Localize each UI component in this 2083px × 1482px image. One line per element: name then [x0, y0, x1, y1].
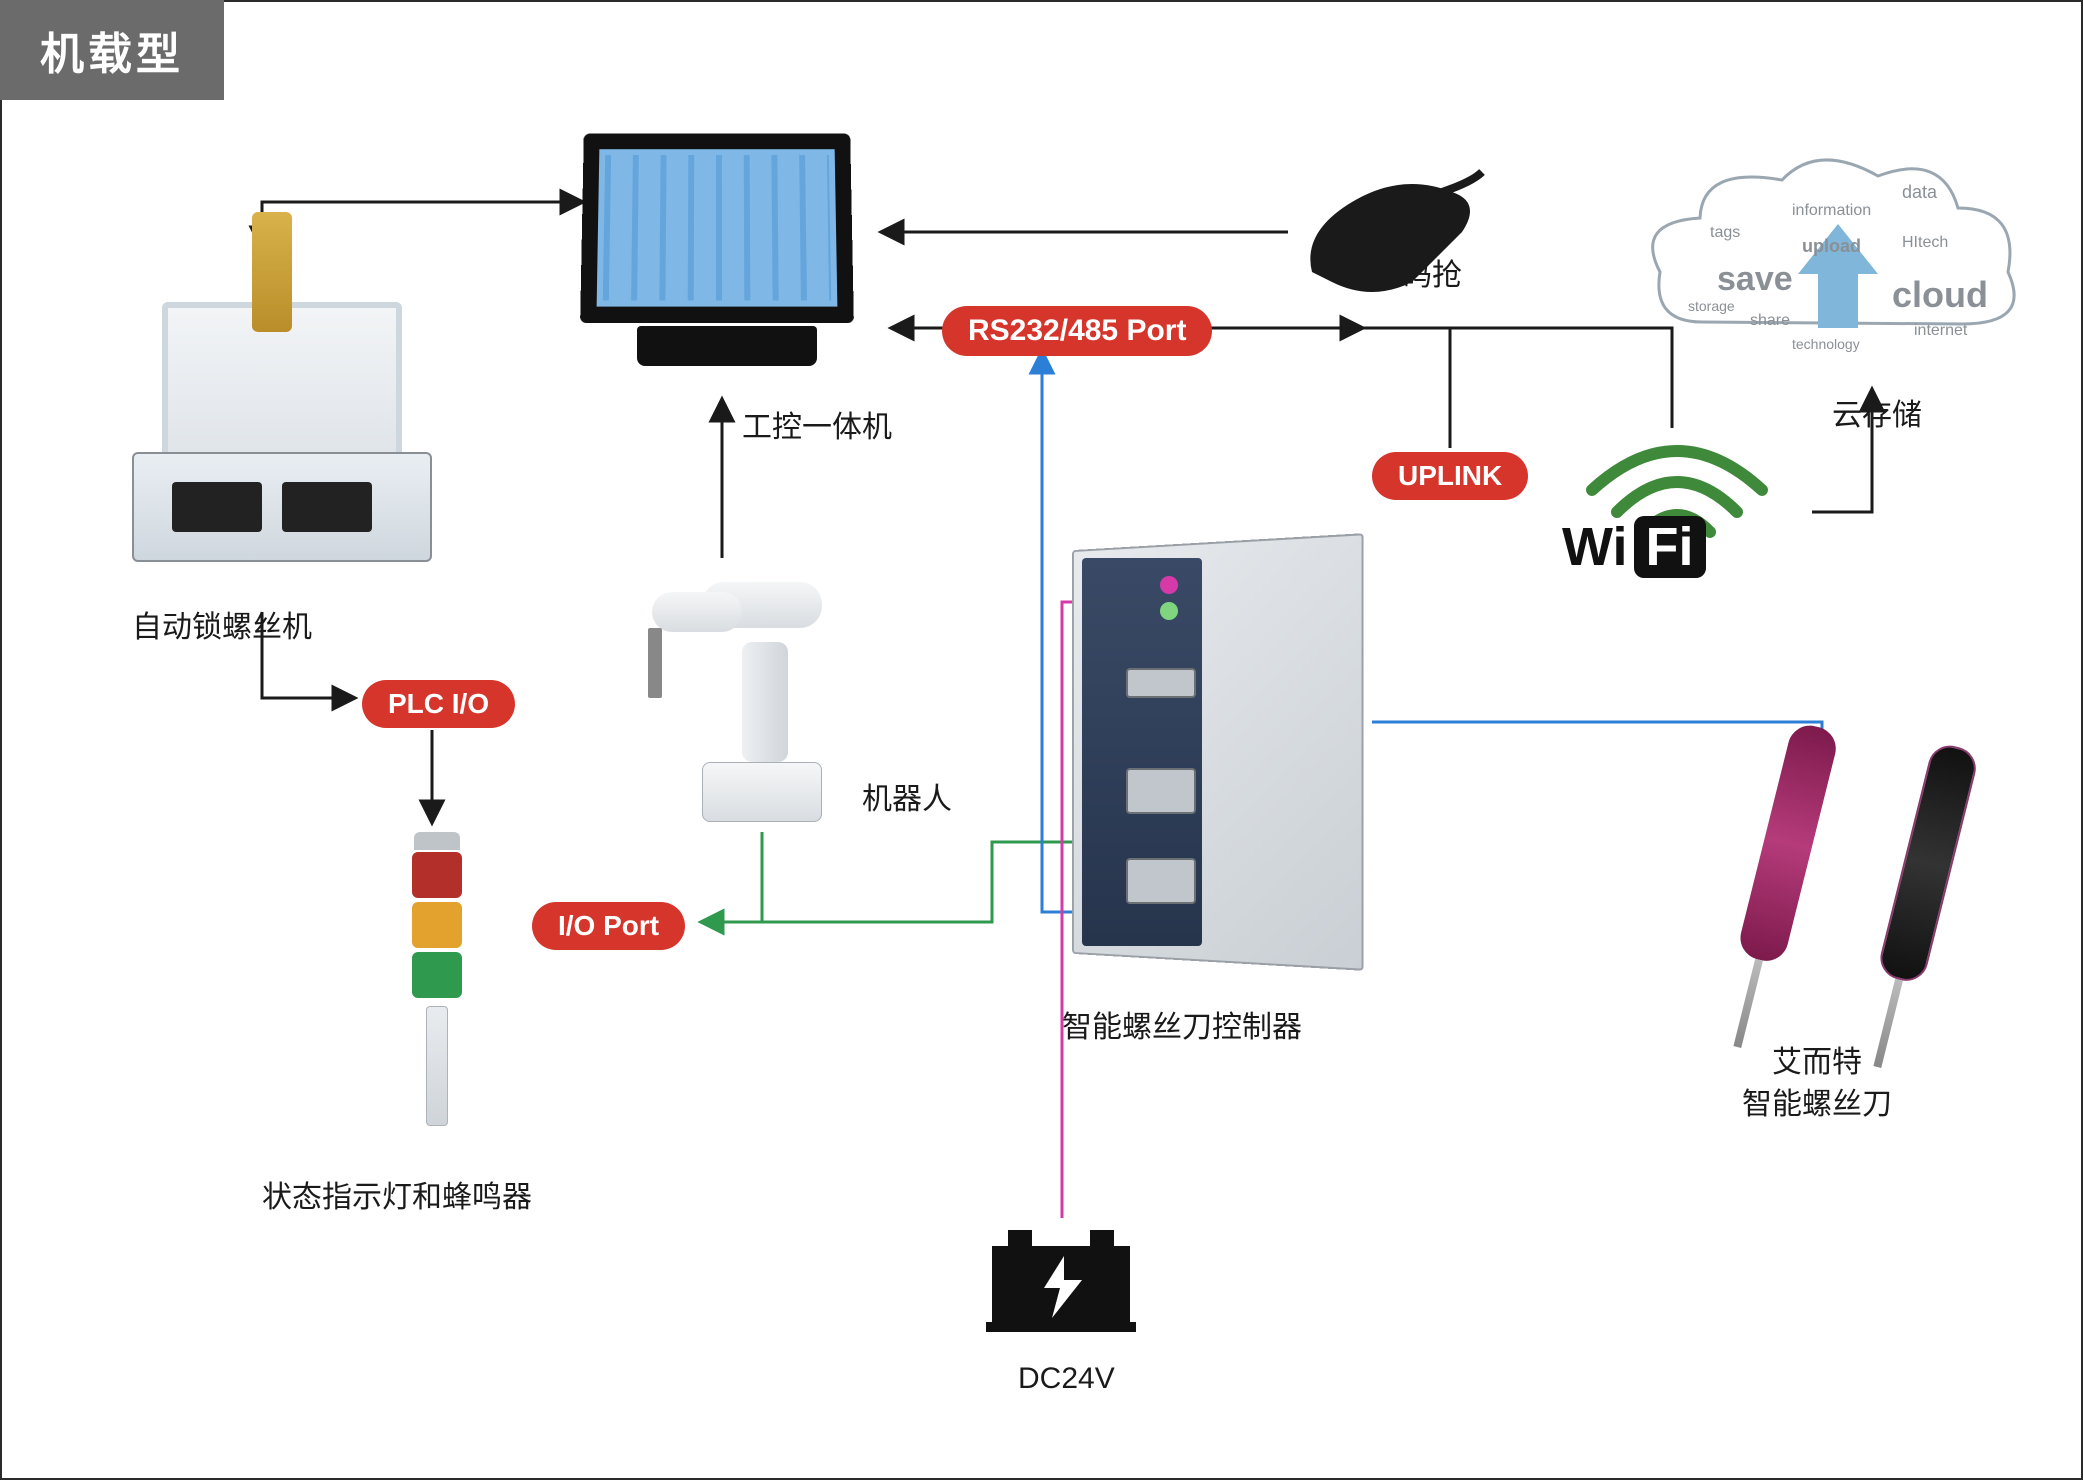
plc-io-badge: PLC I/O [362, 680, 515, 728]
cloud-word: information [1792, 202, 1871, 220]
edge-uplink-to-wifi [1232, 328, 1672, 428]
controller-label: 智能螺丝刀控制器 [1062, 1002, 1302, 1046]
robot-label: 机器人 [862, 774, 952, 818]
cloud-word: tags [1710, 224, 1740, 242]
cloud-word: internet [1914, 322, 1967, 340]
cloud-word: share [1750, 312, 1790, 330]
diagram-canvas: 机载型 工控一体机 自动锁螺丝机 机器人 [0, 0, 2083, 1480]
io-port-badge: I/O Port [532, 902, 685, 950]
cloud-word: HItech [1902, 234, 1948, 252]
screw-machine-icon [132, 242, 432, 562]
cloud-word: data [1902, 182, 1937, 203]
header-badge: 机载型 [0, 0, 224, 100]
uplink-badge: UPLINK [1372, 452, 1528, 500]
signal-tower-icon [382, 832, 502, 1152]
robot-arm-icon [642, 562, 862, 822]
controller-icon [1062, 542, 1362, 962]
cloud-word: save [1717, 260, 1793, 299]
screwdrivers-label-line1: 艾而特 [1772, 1046, 1862, 1079]
battery-label: DC24V [1018, 1362, 1115, 1396]
rs-port-badge: RS232/485 Port [942, 306, 1212, 356]
cloud-word: cloud [1892, 274, 1988, 316]
industrial-pc-icon [582, 132, 872, 392]
industrial-pc-label: 工控一体机 [742, 402, 892, 446]
cloud-label: 云存储 [1832, 390, 1922, 434]
screw-machine-label: 自动锁螺丝机 [132, 602, 312, 646]
tower-label: 状态指示灯和蜂鸣器 [262, 1172, 532, 1216]
edge-ioport-to-ctrl [702, 842, 1108, 922]
wifi-text-wi: Wi [1562, 516, 1628, 578]
cloud-word: technology [1792, 336, 1860, 352]
wifi-text-fi: Fi [1634, 516, 1706, 578]
wifi-icon: Wi Fi [1562, 432, 1792, 562]
cloud-word: storage [1688, 298, 1735, 314]
scanner-label: 扫码抢 [1372, 250, 1462, 294]
edge-robot-to-ioport [702, 832, 762, 922]
screwdrivers-label-line2: 智能螺丝刀 [1742, 1088, 1892, 1121]
battery-icon [986, 1222, 1136, 1332]
screwdrivers-label: 艾而特 智能螺丝刀 [1742, 1042, 1892, 1126]
cloud-word: upload [1802, 236, 1861, 257]
